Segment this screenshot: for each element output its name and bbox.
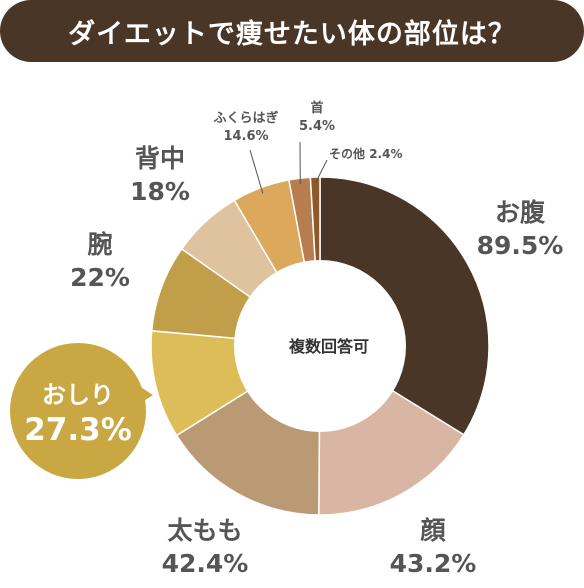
- label-stomach-value: 89.5%: [476, 231, 564, 260]
- label-other: その他 2.4%: [329, 147, 419, 163]
- label-back-name: 背中: [134, 144, 185, 173]
- label-arm: 腕 22%: [50, 228, 150, 294]
- label-calf-value: 14.6%: [223, 128, 269, 144]
- label-arm-value: 22%: [70, 263, 130, 292]
- label-face-name: 顔: [420, 516, 446, 545]
- label-stomach: お腹 89.5%: [465, 196, 575, 262]
- leader-line-other: [314, 159, 328, 184]
- label-face-value: 43.2%: [389, 549, 477, 578]
- label-arm-name: 腕: [87, 230, 113, 259]
- label-back: 背中 18%: [110, 142, 210, 208]
- label-thigh-value: 42.4%: [161, 549, 249, 578]
- label-hip-value: 27.3%: [24, 411, 132, 448]
- label-face: 顔 43.2%: [378, 514, 488, 580]
- label-thigh: 太もも 42.4%: [145, 514, 265, 580]
- label-calf-name: ふくらはぎ: [213, 111, 279, 126]
- label-calf: ふくらはぎ 14.6%: [196, 110, 296, 145]
- leader-line-calf: [249, 149, 264, 194]
- chart-title: ダイエットで痩せたい体の部位は？: [68, 18, 516, 50]
- label-neck-name: 首: [310, 101, 324, 116]
- label-neck: 首 5.4%: [287, 100, 347, 135]
- highlight-bubble: おしり 27.3%: [10, 343, 146, 479]
- label-other-name: その他: [329, 147, 366, 161]
- label-stomach-name: お腹: [494, 198, 545, 227]
- label-thigh-name: 太もも: [167, 516, 243, 545]
- label-other-value: 2.4%: [369, 147, 403, 161]
- label-hip-name: おしり: [42, 380, 114, 409]
- title-banner: ダイエットで痩せたい体の部位は？: [0, 0, 584, 62]
- center-label: 複数回答可: [288, 337, 369, 356]
- donut-hole: [234, 260, 406, 432]
- label-back-value: 18%: [130, 177, 190, 206]
- label-neck-value: 5.4%: [298, 118, 336, 134]
